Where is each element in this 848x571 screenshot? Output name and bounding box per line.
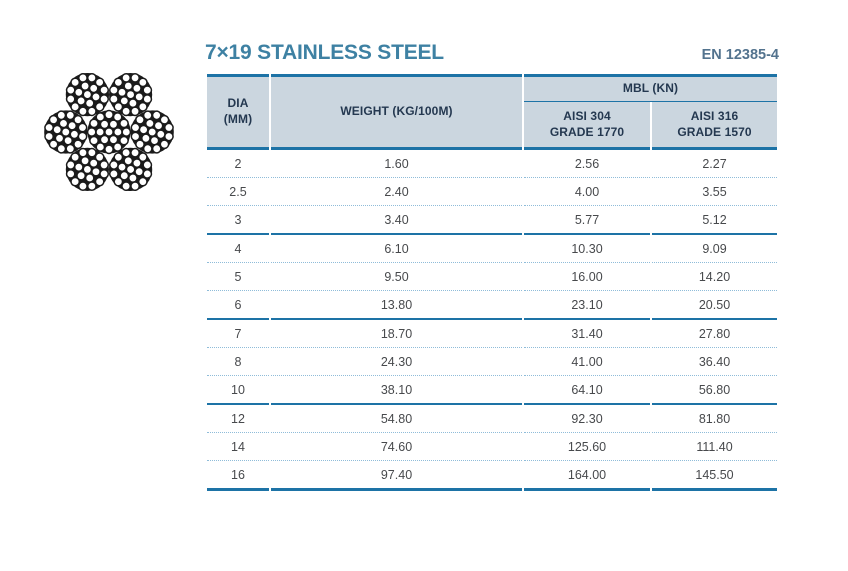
- header-line: GRADE 1770: [549, 124, 625, 139]
- cell-aisi304: 16.00: [524, 263, 650, 291]
- cell-dia: 5: [207, 263, 269, 291]
- cell-weight: 97.40: [271, 461, 522, 491]
- cell-weight: 74.60: [271, 433, 522, 461]
- cell-aisi316: 27.80: [652, 320, 778, 348]
- cell-weight: 9.50: [271, 263, 522, 291]
- header-row-sub: AISI 304 GRADE 1770 AISI 316 GRADE 1570: [207, 102, 778, 150]
- cell-aisi316: 56.80: [652, 376, 778, 405]
- table-header: DIA (MM) WEIGHT (KG/100M) MBL (KN) AISI …: [207, 74, 778, 150]
- cell-weight: 2.40: [271, 178, 522, 206]
- cell-dia: 2: [207, 150, 269, 178]
- header-line: AISI 316: [690, 108, 739, 123]
- wire-rope-icon: [44, 72, 174, 192]
- table-row: 6 13.80 23.10 20.50: [207, 291, 778, 320]
- cell-aisi304: 10.30: [524, 235, 650, 263]
- cell-dia: 6: [207, 291, 269, 320]
- cell-aisi316: 3.55: [652, 178, 778, 206]
- header-row-top: DIA (MM) WEIGHT (KG/100M) MBL (KN): [207, 74, 778, 150]
- cell-aisi316: 9.09: [652, 235, 778, 263]
- cell-dia: 4: [207, 235, 269, 263]
- column-group-header-mbl: MBL (KN): [524, 74, 778, 102]
- cell-weight: 24.30: [271, 348, 522, 376]
- cell-aisi316: 81.80: [652, 405, 778, 433]
- header-line: (MM): [223, 112, 253, 126]
- cell-weight: 54.80: [271, 405, 522, 433]
- column-header-aisi304: AISI 304 GRADE 1770: [524, 102, 650, 150]
- cell-dia: 8: [207, 348, 269, 376]
- column-header-weight: WEIGHT (KG/100M): [271, 74, 522, 150]
- specification-table: DIA (MM) WEIGHT (KG/100M) MBL (KN) AISI …: [205, 74, 779, 491]
- cell-aisi304: 92.30: [524, 405, 650, 433]
- cell-aisi304: 5.77: [524, 206, 650, 235]
- cell-weight: 13.80: [271, 291, 522, 320]
- cell-dia: 3: [207, 206, 269, 235]
- cell-weight: 38.10: [271, 376, 522, 405]
- title-row: 7×19 STAINLESS STEEL EN 12385-4: [205, 39, 779, 63]
- cell-weight: 6.10: [271, 235, 522, 263]
- cell-aisi316: 36.40: [652, 348, 778, 376]
- table-row: 14 74.60 125.60 111.40: [207, 433, 778, 461]
- cell-aisi304: 164.00: [524, 461, 650, 491]
- cell-aisi316: 20.50: [652, 291, 778, 320]
- table-row: 4 6.10 10.30 9.09: [207, 235, 778, 263]
- table-row: 12 54.80 92.30 81.80: [207, 405, 778, 433]
- header-line: DIA: [227, 96, 249, 111]
- cell-aisi316: 111.40: [652, 433, 778, 461]
- table-row: 7 18.70 31.40 27.80: [207, 320, 778, 348]
- table-row: 8 24.30 41.00 36.40: [207, 348, 778, 376]
- cell-aisi304: 31.40: [524, 320, 650, 348]
- cell-weight: 1.60: [271, 150, 522, 178]
- column-header-aisi316: AISI 316 GRADE 1570: [652, 102, 778, 150]
- cell-aisi304: 4.00: [524, 178, 650, 206]
- column-header-dia: DIA (MM): [207, 74, 269, 150]
- table-row: 10 38.10 64.10 56.80: [207, 376, 778, 405]
- cell-weight: 18.70: [271, 320, 522, 348]
- table-body: 2 1.60 2.56 2.27 2.5 2.40 4.00 3.55 3 3.40 5.77 5.1…: [207, 150, 778, 491]
- header-line: AISI 304: [563, 108, 611, 123]
- cell-aisi304: 64.10: [524, 376, 650, 405]
- cell-aisi304: 23.10: [524, 291, 650, 320]
- table-row: 3 3.40 5.77 5.12: [207, 206, 778, 235]
- table-row: 2 1.60 2.56 2.27: [207, 150, 778, 178]
- table-row: 2.5 2.40 4.00 3.55: [207, 178, 778, 206]
- cell-dia: 2.5: [207, 178, 269, 206]
- page-title: 7×19 STAINLESS STEEL: [205, 41, 444, 64]
- standard-reference: EN 12385-4: [701, 46, 779, 63]
- table-row: 5 9.50 16.00 14.20: [207, 263, 778, 291]
- cell-dia: 14: [207, 433, 269, 461]
- cell-aisi304: 125.60: [524, 433, 650, 461]
- cell-aisi304: 41.00: [524, 348, 650, 376]
- cell-aisi316: 14.20: [652, 263, 778, 291]
- cell-aisi304: 2.56: [524, 150, 650, 178]
- cell-aisi316: 5.12: [652, 206, 778, 235]
- header-line: GRADE 1570: [677, 124, 752, 139]
- table-row: 16 97.40 164.00 145.50: [207, 461, 778, 491]
- cell-dia: 7: [207, 320, 269, 348]
- wire-rope-cross-section-illustration: [42, 71, 176, 193]
- cell-aisi316: 2.27: [652, 150, 778, 178]
- content-area: 7×19 STAINLESS STEEL EN 12385-4 DIA (MM)…: [205, 39, 779, 491]
- cell-dia: 10: [207, 376, 269, 405]
- cell-weight: 3.40: [271, 206, 522, 235]
- cell-aisi316: 145.50: [652, 461, 778, 491]
- cell-dia: 16: [207, 461, 269, 491]
- cell-dia: 12: [207, 405, 269, 433]
